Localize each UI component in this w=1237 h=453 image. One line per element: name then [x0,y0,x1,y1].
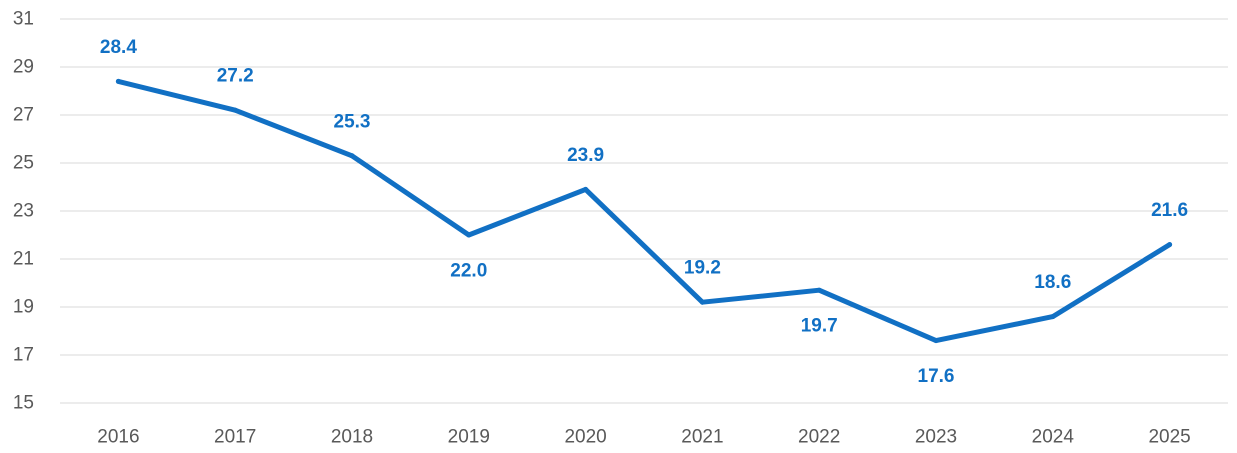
data-point [933,338,939,344]
data-point [1050,314,1056,320]
y-tick-label: 17 [13,345,34,366]
y-axis-ticks: 15 17 19 21 23 25 27 29 31 [13,9,34,414]
x-tick-label: 2017 [214,427,256,448]
data-label: 19.7 [801,316,838,337]
y-tick-label: 21 [13,249,34,270]
x-tick-label: 2025 [1148,427,1190,448]
data-point [232,107,238,113]
x-tick-label: 2024 [1032,427,1075,448]
y-tick-label: 27 [13,105,34,126]
data-point [699,299,705,305]
x-tick-label: 2022 [798,427,840,448]
data-label: 25.3 [334,111,371,132]
y-tick-label: 31 [13,9,34,30]
data-label: 28.4 [100,37,137,58]
data-label: 21.6 [1151,200,1188,221]
series-layer [115,78,1173,344]
y-tick-label: 23 [13,201,34,222]
data-label: 19.2 [684,258,721,279]
y-tick-label: 19 [13,297,34,318]
x-axis-ticks: 2016 2017 2018 2019 2020 2021 2022 2023 2024 2025 [97,427,1190,448]
x-tick-label: 2018 [331,427,373,448]
data-label: 17.6 [918,366,955,387]
data-point [466,232,472,238]
data-point [349,153,355,159]
y-tick-label: 25 [13,153,34,174]
data-labels: 28.4 27.2 25.3 22.0 23.9 19.2 19.7 17.6 18.6 21.6 [100,37,1188,387]
x-tick-label: 2016 [97,427,139,448]
data-label: 23.9 [567,145,604,166]
data-label: 22.0 [450,261,487,282]
data-label: 27.2 [217,66,254,87]
data-point [816,287,822,293]
series-line [115,78,1173,344]
data-point [115,78,121,84]
x-tick-label: 2021 [681,427,723,448]
data-label: 18.6 [1034,272,1071,293]
y-tick-label: 15 [13,393,34,414]
data-point [1167,242,1173,248]
y-tick-label: 29 [13,57,34,78]
gridlines [60,18,1228,404]
x-tick-label: 2020 [564,427,606,448]
data-point [583,186,589,192]
x-tick-label: 2019 [448,427,490,448]
x-tick-label: 2023 [915,427,957,448]
